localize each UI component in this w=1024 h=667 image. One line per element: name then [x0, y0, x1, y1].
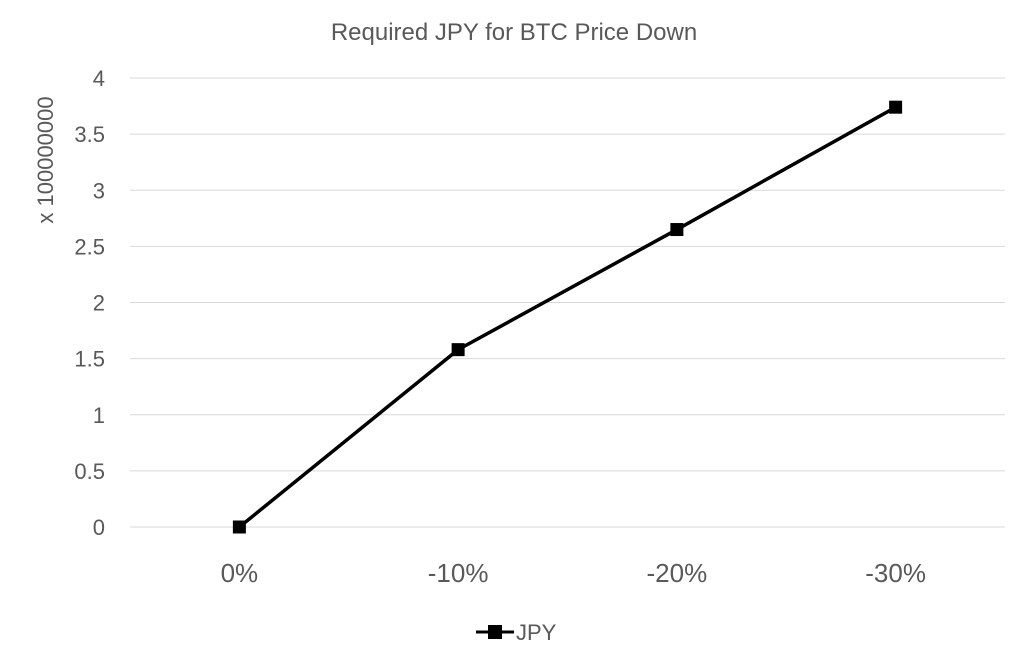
gridlines: [130, 77, 1005, 528]
y-tick-label: 1: [93, 403, 105, 428]
legend-label-jpy: JPY: [516, 620, 557, 645]
legend: JPY: [476, 620, 557, 645]
y-axis-ticks: 0 0.5 1 1.5 2 2.5 3 3.5 4: [74, 66, 105, 540]
y-tick-label: 2.5: [74, 234, 105, 259]
data-point-marker: [232, 520, 246, 534]
legend-marker-icon: [488, 625, 502, 639]
data-point-marker: [670, 223, 684, 237]
series-layer: [232, 100, 903, 534]
data-point-marker: [889, 100, 903, 114]
y-tick-label: 4: [93, 66, 105, 91]
y-axis-label: x 100000000: [33, 96, 58, 223]
y-tick-label: 3.5: [74, 122, 105, 147]
y-tick-label: 1.5: [74, 347, 105, 372]
y-tick-label: 2: [93, 291, 105, 316]
y-tick-label: 0.5: [74, 459, 105, 484]
data-point-marker: [451, 343, 465, 357]
x-tick-label: 0%: [221, 558, 259, 588]
x-tick-label: -30%: [865, 558, 926, 588]
y-tick-label: 3: [93, 178, 105, 203]
chart-title: Required JPY for BTC Price Down: [331, 19, 697, 46]
series-line-jpy: [238, 105, 897, 529]
y-tick-label: 0: [93, 515, 105, 540]
x-tick-label: -10%: [428, 558, 489, 588]
x-axis-ticks: 0% -10% -20% -30%: [221, 558, 926, 588]
x-tick-label: -20%: [647, 558, 708, 588]
